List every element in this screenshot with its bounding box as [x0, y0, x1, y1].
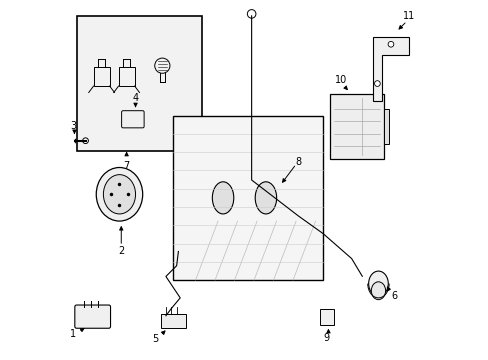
Text: 4: 4: [132, 93, 138, 103]
Bar: [160, 314, 185, 328]
Bar: [383, 109, 388, 144]
Circle shape: [374, 81, 380, 86]
Bar: [93, 67, 109, 86]
Text: 7: 7: [123, 161, 129, 171]
Text: 9: 9: [323, 333, 329, 343]
Text: 2: 2: [118, 247, 124, 256]
Text: 8: 8: [294, 157, 301, 167]
Text: 11: 11: [402, 11, 414, 21]
Circle shape: [82, 138, 88, 144]
Ellipse shape: [212, 182, 233, 214]
Text: 10: 10: [334, 75, 346, 85]
Ellipse shape: [103, 175, 135, 214]
Text: 3: 3: [70, 121, 76, 131]
FancyBboxPatch shape: [122, 111, 144, 128]
Bar: [319, 309, 333, 325]
Circle shape: [387, 41, 393, 47]
Ellipse shape: [370, 282, 385, 300]
Ellipse shape: [368, 271, 387, 296]
Text: 6: 6: [391, 291, 397, 301]
Ellipse shape: [255, 182, 276, 214]
Polygon shape: [372, 37, 408, 102]
Bar: [329, 94, 383, 158]
Text: 1: 1: [70, 329, 76, 339]
Ellipse shape: [96, 167, 142, 221]
Bar: [118, 67, 134, 86]
FancyBboxPatch shape: [75, 305, 110, 328]
Polygon shape: [173, 116, 323, 280]
Text: 5: 5: [152, 334, 158, 344]
Bar: [77, 16, 201, 152]
Circle shape: [247, 10, 255, 18]
